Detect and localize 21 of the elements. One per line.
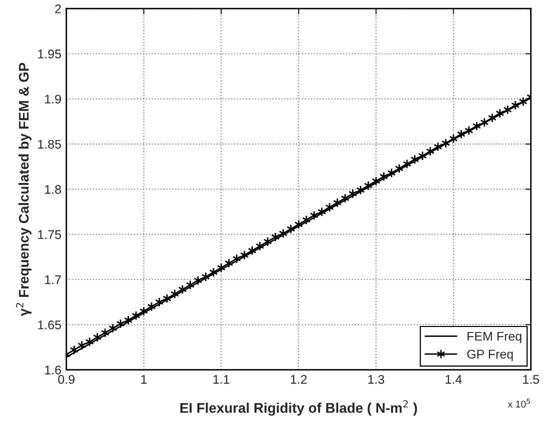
y-tick-label: 1.85 [38, 140, 61, 149]
y-tick-label: 2 [55, 4, 61, 14]
x-axis-title: EI Flexural Rigidity of Blade ( N-m$^{2}$ ) [180, 400, 417, 416]
y-tick-label: 1.8 [45, 185, 61, 194]
x-tick-label: 1.5 [523, 375, 540, 384]
text: x 10$^{5}$ [508, 398, 530, 408]
y-tick-label: 1.6 [45, 366, 61, 374]
x-tick-label: 0.9 [58, 374, 74, 384]
legend-label: GP Freq [467, 350, 513, 362]
legend-label: FEM Freq [468, 332, 522, 344]
y-tick-label: 1.95 [38, 50, 61, 58]
y-tick-label: 1.9 [45, 94, 61, 104]
x-tick-label: 1.2 [290, 374, 307, 384]
x-tick-label: 1.4 [446, 375, 462, 384]
y-tick-label: 1.75 [38, 230, 61, 239]
y-axis-title: γ$^{2}$ Frequency Calculated by FEM & GP [16, 62, 32, 316]
x-tick-label: 1 [141, 375, 147, 384]
y-tick-label: 1.65 [38, 320, 61, 330]
x-tick-label: 1.3 [368, 374, 384, 384]
y-tick-label: 1.7 [45, 275, 61, 284]
x-tick-label: 1.1 [213, 375, 230, 384]
